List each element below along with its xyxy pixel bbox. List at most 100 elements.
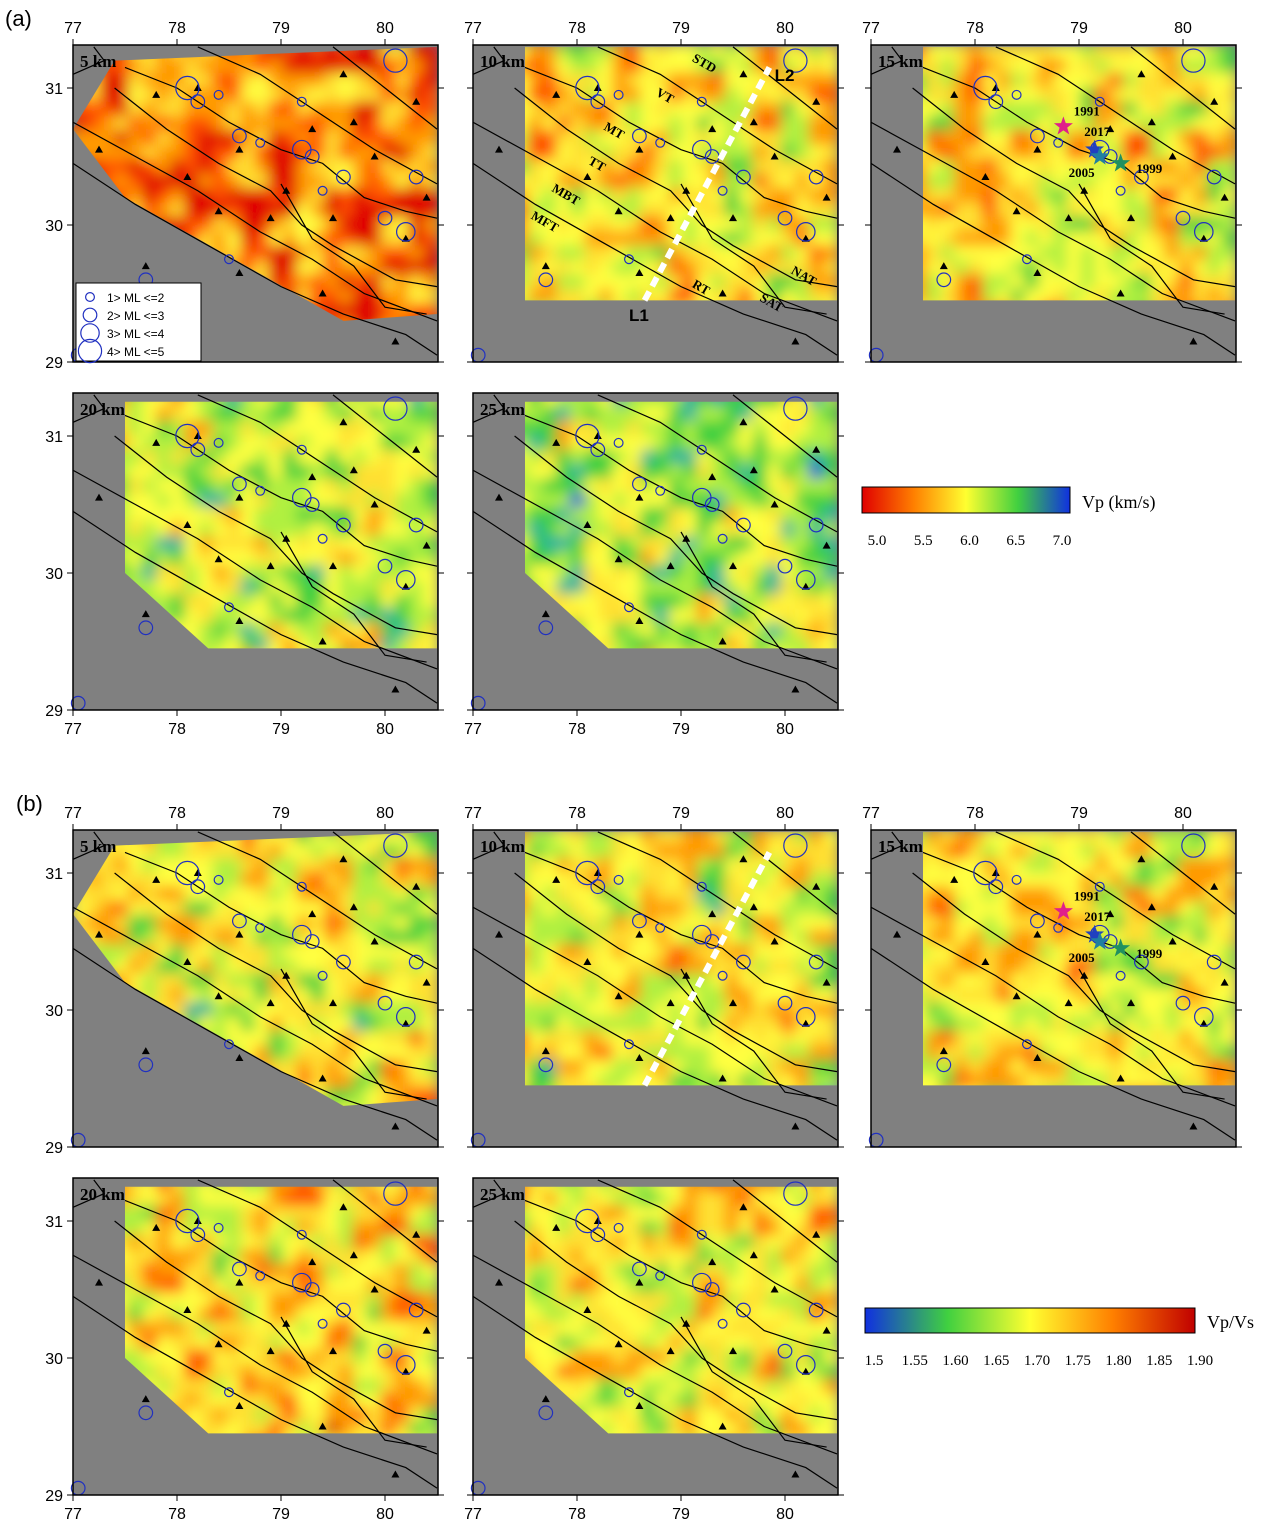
field-cell [612,246,628,262]
field-cell [156,930,172,946]
field-cell [1053,188,1069,204]
field-cell [655,608,671,624]
field-cell [982,58,998,74]
field-cell [423,246,439,262]
field-cell [1109,58,1125,74]
field-cell [982,901,998,917]
field-cell [283,159,299,175]
field-cell [339,246,355,262]
field-cell [795,608,811,624]
field-cell [542,1016,558,1032]
field-cell [170,58,186,74]
field-cell [325,915,341,931]
field-cell [795,217,811,233]
field-cell [612,145,628,161]
field-cell [767,1060,783,1076]
field-cell [1207,116,1223,132]
field-cell [655,944,671,960]
field-cell [367,944,383,960]
field-cell [584,915,600,931]
field-cell [926,944,942,960]
field-cell [353,87,369,103]
field-cell [655,959,671,975]
field-cell [114,58,130,74]
field-cell [711,1002,727,1018]
x-tick-label: 78 [568,805,586,822]
field-cell [1137,1031,1153,1047]
field-cell [367,450,383,466]
field-cell [968,959,984,975]
field-cell [128,901,144,917]
field-cell [283,522,299,538]
field-cell [954,116,970,132]
field-cell [339,973,355,989]
field-cell [367,959,383,975]
field-cell [612,522,628,538]
field-cell [795,464,811,480]
field-cell [556,901,572,917]
field-cell [1024,116,1040,132]
field-cell [255,1016,271,1032]
field-cell [395,435,411,451]
field-cell [1193,174,1209,190]
field-cell [226,87,242,103]
field-cell [381,174,397,190]
field-cell [297,594,313,610]
field-cell [669,1045,685,1061]
field-cell [598,231,614,247]
field-cell [1095,973,1111,989]
field-cell [353,73,369,89]
field-cell [297,406,313,422]
field-cell [996,231,1012,247]
field-cell [711,203,727,219]
field-cell [542,915,558,931]
field-cell [669,174,685,190]
field-cell [1053,203,1069,219]
field-cell [339,915,355,931]
field-cell [584,217,600,233]
field-cell [423,58,439,74]
field-cell [926,1002,942,1018]
field-cell [640,145,656,161]
field-cell [626,522,642,538]
field-cell [556,959,572,975]
field-cell [655,231,671,247]
field-cell [1067,1031,1083,1047]
field-cell [339,478,355,494]
field-cell [612,102,628,118]
field-cell [142,174,158,190]
field-cell [1179,145,1195,161]
field-cell [795,450,811,466]
x-tick-label: 77 [464,805,482,822]
field-cell [823,87,839,103]
field-cell [767,1016,783,1032]
field-cell [255,435,271,451]
field-cell [198,579,214,595]
field-cell [1010,858,1026,874]
field-cell [809,843,825,859]
field-cell [297,73,313,89]
field-cell [226,522,242,538]
field-cell [528,275,544,291]
field-cell [940,843,956,859]
field-cell [1151,1016,1167,1032]
field-cell [795,174,811,190]
field-cell [542,58,558,74]
field-cell [226,594,242,610]
field-cell [1137,87,1153,103]
field-cell [212,959,228,975]
field-cell [767,130,783,146]
field-cell [283,843,299,859]
field-cell [311,872,327,888]
field-cell [968,145,984,161]
field-cell [584,58,600,74]
field-cell [809,406,825,422]
field-cell [423,872,439,888]
field-cell [184,608,200,624]
field-cell [556,478,572,494]
field-cell [409,843,425,859]
field-cell [100,887,116,903]
field-cell [982,1060,998,1076]
field-cell [711,478,727,494]
field-cell [823,858,839,874]
